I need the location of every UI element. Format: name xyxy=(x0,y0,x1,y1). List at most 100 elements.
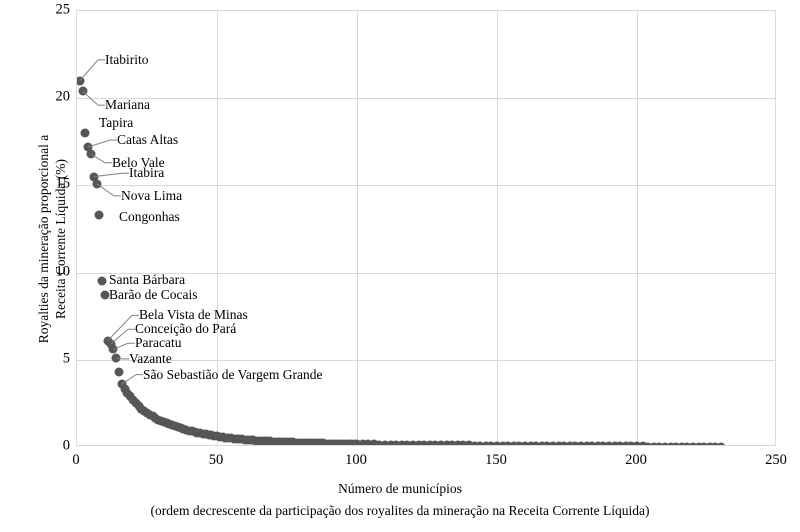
data-point xyxy=(705,442,715,445)
data-point xyxy=(386,440,396,445)
data-point xyxy=(643,442,653,445)
data-point xyxy=(419,440,429,445)
data-point xyxy=(114,367,124,377)
data-point xyxy=(111,353,121,363)
x-axis-tick-label: 50 xyxy=(208,452,224,468)
data-point xyxy=(660,442,670,445)
gridline-horizontal xyxy=(77,98,775,100)
data-point xyxy=(598,441,608,445)
point-callout-label: Congonhas xyxy=(119,208,180,224)
data-point xyxy=(100,290,110,300)
data-point xyxy=(77,76,85,86)
data-point xyxy=(688,442,698,445)
x-axis-tick-label: 150 xyxy=(485,452,507,468)
data-point xyxy=(604,441,614,445)
y-axis-tick-label: 10 xyxy=(55,263,71,280)
data-point xyxy=(615,441,625,445)
point-callout-label: Mariana xyxy=(105,97,150,113)
point-callout-label: São Sebastião de Vargem Grande xyxy=(143,366,323,382)
data-point xyxy=(486,441,496,445)
data-point xyxy=(576,441,586,445)
data-point xyxy=(537,441,547,445)
x-axis-title-sub: (ordem decrescente da participação dos r… xyxy=(150,503,650,518)
gridline-horizontal xyxy=(77,359,775,361)
x-axis-tick-label: 0 xyxy=(72,452,80,468)
data-point xyxy=(475,441,485,445)
data-point xyxy=(671,442,681,445)
data-point xyxy=(94,210,104,220)
data-point xyxy=(621,441,631,445)
point-callout-label: Tapira xyxy=(99,114,134,130)
point-callout-label: Conceição do Pará xyxy=(135,321,237,337)
data-point xyxy=(514,441,524,445)
point-callout-label: Vazante xyxy=(129,350,172,366)
data-point xyxy=(430,440,440,445)
gridline-horizontal xyxy=(77,185,775,187)
data-point xyxy=(369,439,379,445)
x-axis-tick-label: 250 xyxy=(765,452,787,468)
data-point xyxy=(610,441,620,445)
gridline-vertical xyxy=(357,11,358,445)
data-point xyxy=(677,442,687,445)
data-point xyxy=(470,441,480,445)
data-point xyxy=(526,441,536,445)
data-point xyxy=(464,440,474,445)
data-point xyxy=(520,441,530,445)
data-point xyxy=(498,441,508,445)
y-axis-tick-label: 5 xyxy=(62,350,70,367)
data-point xyxy=(363,439,373,445)
point-callout-label: Barão de Cocais xyxy=(109,287,198,303)
data-point xyxy=(402,440,412,445)
x-axis-tick-label: 100 xyxy=(345,452,367,468)
y-axis-tick-label: 20 xyxy=(55,88,71,105)
data-point xyxy=(352,439,362,445)
data-point xyxy=(503,441,513,445)
data-point xyxy=(682,442,692,445)
callout-leader xyxy=(93,172,129,178)
data-point xyxy=(570,441,580,445)
data-point xyxy=(632,441,642,445)
data-point xyxy=(408,440,418,445)
data-point xyxy=(97,276,107,286)
data-point xyxy=(694,442,704,445)
data-point xyxy=(666,442,676,445)
data-point xyxy=(582,441,592,445)
data-point xyxy=(108,344,118,354)
data-point xyxy=(425,440,435,445)
data-point xyxy=(531,441,541,445)
x-axis-tick-label: 200 xyxy=(625,452,647,468)
gridline-vertical xyxy=(217,11,218,445)
data-point xyxy=(626,441,636,445)
data-point xyxy=(78,86,88,96)
data-point xyxy=(699,442,709,445)
data-point xyxy=(86,149,96,159)
y-axis-tick-label: 25 xyxy=(55,1,71,18)
data-point xyxy=(554,441,564,445)
data-point xyxy=(492,441,502,445)
data-point xyxy=(542,441,552,445)
data-point xyxy=(380,440,390,445)
data-point xyxy=(481,441,491,445)
point-callout-label: Paracatu xyxy=(135,335,182,351)
data-point xyxy=(358,439,368,445)
data-point xyxy=(509,441,519,445)
point-callout-label: Catas Altas xyxy=(117,132,179,148)
data-point xyxy=(559,441,569,445)
data-point xyxy=(458,440,468,445)
data-point xyxy=(397,440,407,445)
data-point xyxy=(593,441,603,445)
y-axis-tick-label: 15 xyxy=(55,175,71,192)
data-point xyxy=(374,440,384,445)
data-point xyxy=(654,442,664,445)
point-callout-label: Itabirito xyxy=(105,51,149,67)
data-point xyxy=(565,441,575,445)
point-callout-label: Belo Vale xyxy=(112,154,165,170)
data-point xyxy=(92,179,102,189)
point-callout-label: Itabira xyxy=(129,165,165,181)
data-point xyxy=(391,440,401,445)
y-axis-tick-label: 0 xyxy=(62,437,70,454)
point-callout-label: Bela Vista de Minas xyxy=(139,307,248,323)
data-point xyxy=(710,442,720,445)
point-callout-label: Santa Bárbara xyxy=(109,272,186,288)
